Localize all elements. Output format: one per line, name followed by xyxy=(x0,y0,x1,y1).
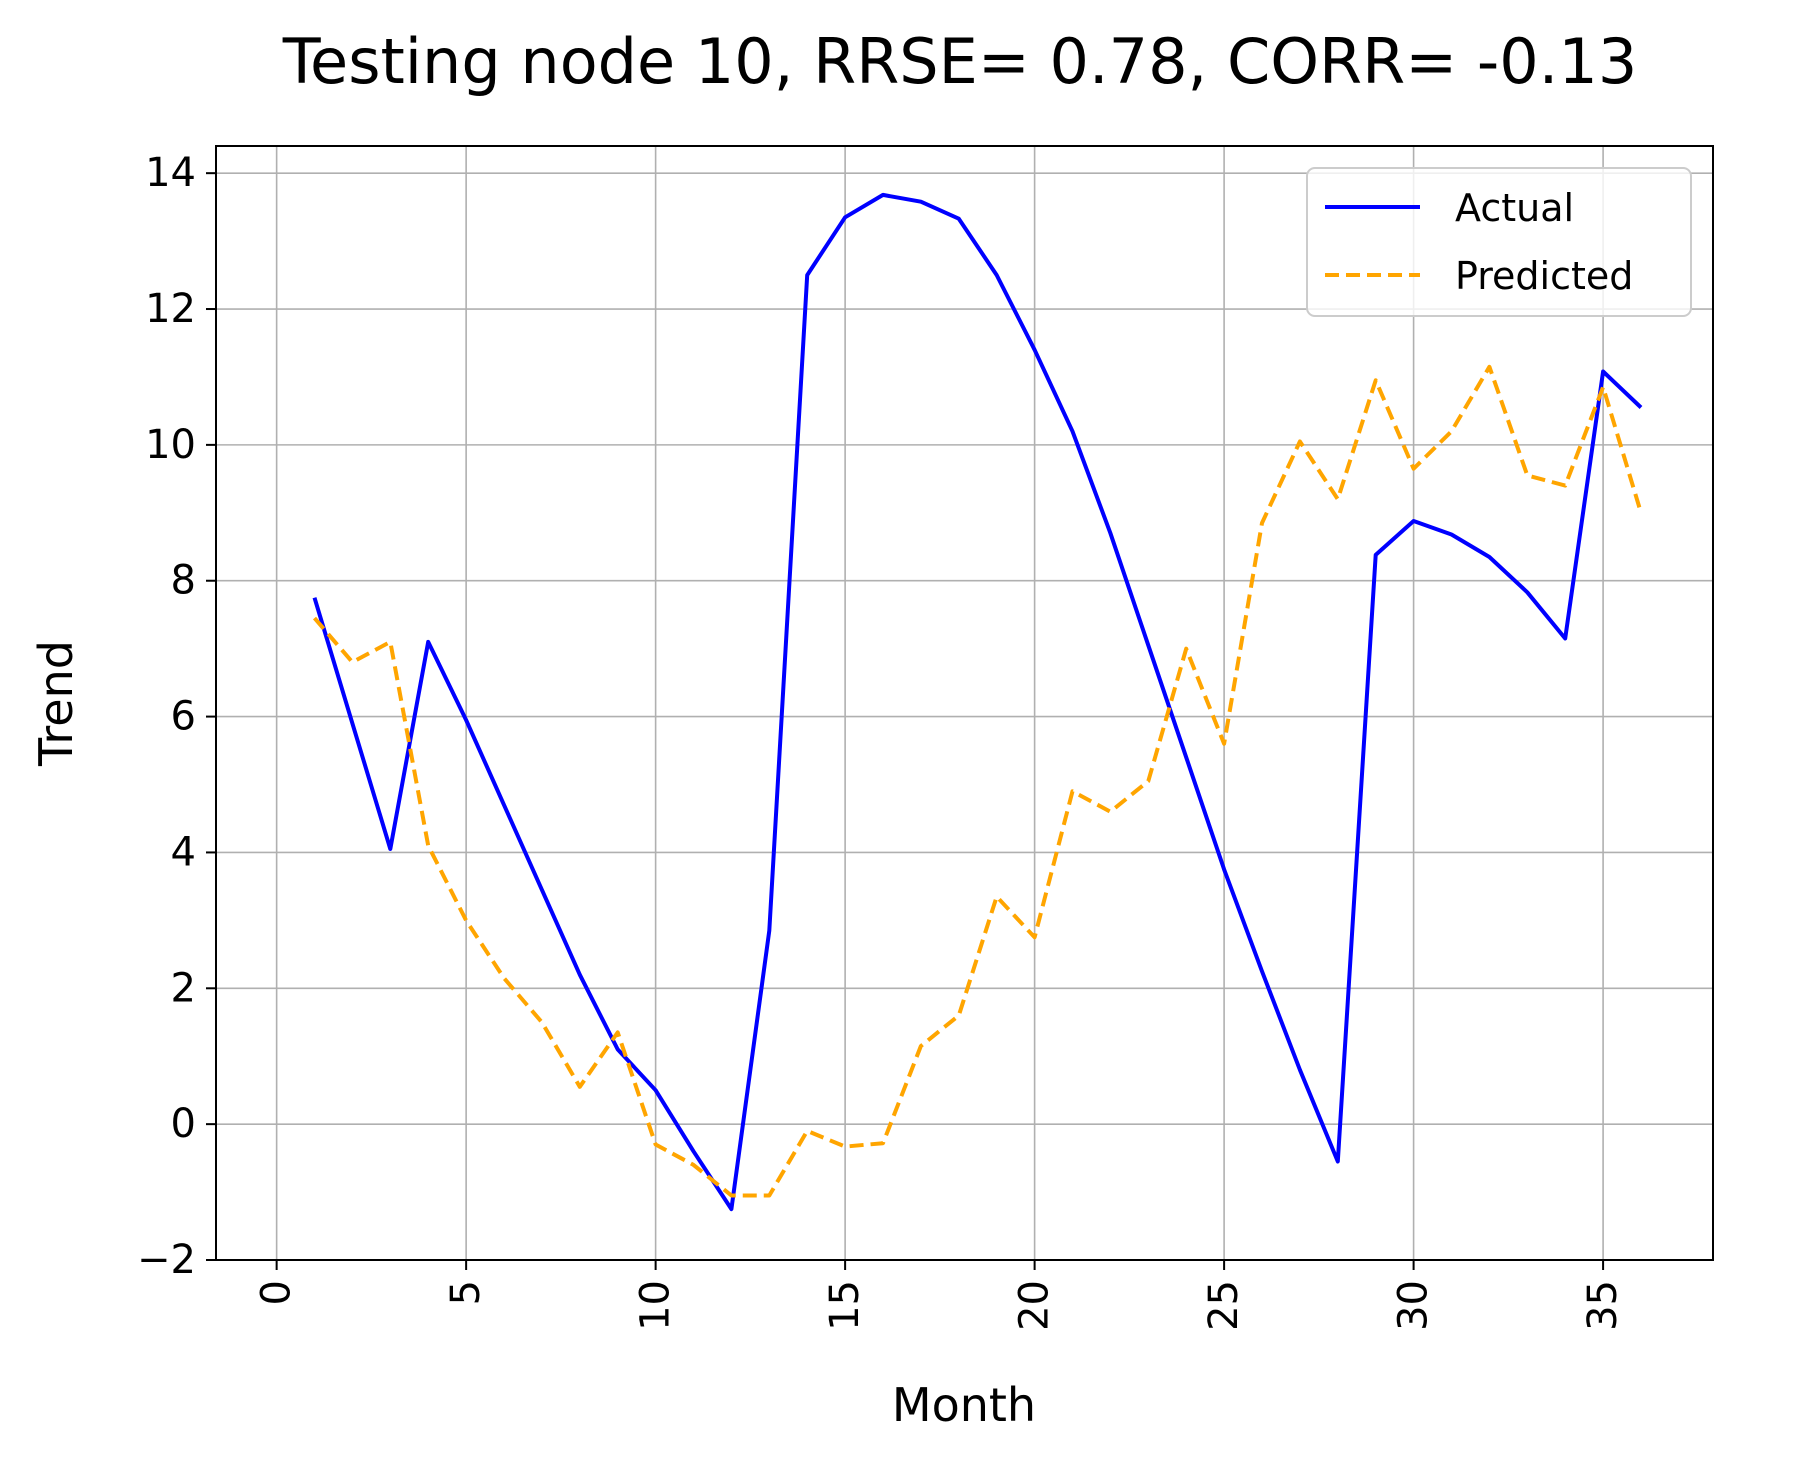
x-tick-label: 35 xyxy=(1580,1280,1626,1331)
y-tick-label: 10 xyxy=(145,422,196,468)
y-axis-ticks: −2 0 2 4 6 8 10 12 14 xyxy=(137,150,216,1283)
x-tick-label: 5 xyxy=(443,1280,489,1305)
chart-title: Testing node 10, RRSE= 0.78, CORR= -0.13 xyxy=(282,25,1638,98)
x-tick-label: 25 xyxy=(1201,1280,1247,1331)
legend: Actual Predicted xyxy=(1306,167,1692,317)
y-tick-label: 0 xyxy=(171,1101,196,1147)
x-tick-label: 20 xyxy=(1012,1280,1058,1331)
x-tick-label: 15 xyxy=(822,1280,868,1331)
y-tick-label: −2 xyxy=(137,1237,196,1283)
y-tick-label: 6 xyxy=(171,694,196,740)
y-tick-label: 4 xyxy=(171,829,196,875)
y-axis-label: Trend xyxy=(29,640,83,767)
y-tick-label: 8 xyxy=(171,558,196,604)
x-tick-label: 0 xyxy=(254,1280,300,1305)
series-line-actual xyxy=(312,192,1643,1212)
series-lines xyxy=(312,192,1643,1212)
x-tick-label: 10 xyxy=(633,1280,679,1331)
x-axis-ticks: 0 5 10 15 20 25 30 35 xyxy=(254,1260,1626,1331)
series-line-predicted xyxy=(312,364,1643,1198)
plot-area-frame xyxy=(215,145,1714,1261)
y-tick-label: 12 xyxy=(145,286,196,332)
y-tick-label: 2 xyxy=(171,965,196,1011)
y-tick-label: 14 xyxy=(145,150,196,196)
x-axis-label: Month xyxy=(892,1378,1036,1432)
legend-label-predicted: Predicted xyxy=(1455,254,1633,298)
legend-label-actual: Actual xyxy=(1455,186,1574,230)
x-tick-label: 30 xyxy=(1391,1280,1437,1331)
